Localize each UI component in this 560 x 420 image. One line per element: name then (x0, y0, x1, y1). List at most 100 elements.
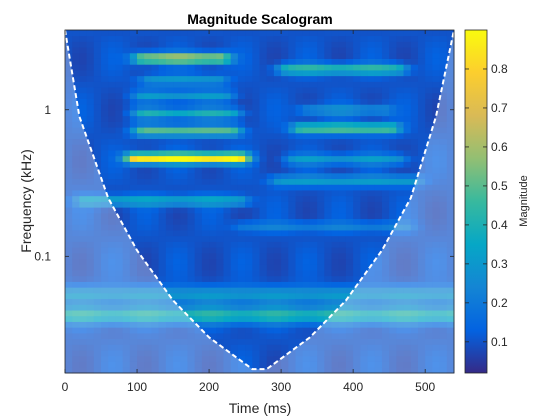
heatmap-cell (245, 115, 253, 122)
heatmap-cell (180, 270, 188, 277)
heatmap-cell (417, 315, 426, 322)
heatmap-cell (237, 298, 246, 305)
heatmap-cell (317, 41, 325, 48)
heatmap-cell (353, 230, 361, 237)
heatmap-cell (381, 367, 390, 374)
heatmap-cell (223, 87, 232, 94)
heatmap-cell (245, 212, 253, 220)
heatmap-cell (187, 138, 196, 145)
heatmap-cell (180, 241, 188, 248)
heatmap-cell (367, 41, 376, 48)
heatmap-cell (446, 327, 455, 334)
heatmap-cell (302, 161, 311, 168)
heatmap-cell (129, 58, 138, 65)
heatmap-cell (317, 338, 325, 345)
heatmap-cell (302, 258, 311, 265)
heatmap-cell (432, 58, 440, 65)
heatmap-cell (353, 235, 361, 242)
heatmap-cell (439, 270, 448, 277)
heatmap-cell (65, 58, 73, 65)
heatmap-cell (338, 367, 347, 374)
heatmap-cell (209, 264, 217, 271)
heatmap-cell (425, 207, 433, 214)
heatmap-cell (317, 207, 325, 214)
heatmap-cell (389, 224, 397, 231)
heatmap-cell (345, 98, 354, 105)
heatmap-cell (425, 58, 433, 65)
heatmap-cell (79, 110, 88, 117)
heatmap-cell (295, 75, 304, 82)
heatmap-cell (230, 98, 239, 105)
heatmap-cell (252, 321, 260, 328)
heatmap-cell (266, 224, 275, 231)
heatmap-cell (410, 115, 419, 122)
colorbar-tick-label: 0.2 (491, 296, 508, 310)
heatmap-cell (309, 361, 318, 368)
heatmap-cell (302, 207, 311, 214)
heatmap-cell (295, 172, 304, 180)
heatmap-cell (79, 190, 88, 197)
heatmap-cell (187, 70, 196, 77)
heatmap-cell (281, 258, 289, 265)
heatmap-cell (353, 110, 361, 117)
heatmap-cell (367, 138, 376, 145)
heatmap-cell (115, 167, 124, 174)
heatmap-cell (374, 247, 383, 254)
heatmap-cell (158, 230, 167, 237)
heatmap-cell (309, 144, 318, 151)
heatmap-cell (259, 98, 268, 105)
heatmap-cell (266, 110, 275, 117)
heatmap-cell (151, 298, 160, 305)
heatmap-cell (180, 344, 188, 351)
heatmap-cell (317, 230, 325, 237)
heatmap-cell (252, 52, 260, 59)
heatmap-cell (65, 35, 73, 42)
heatmap-cell (403, 98, 412, 105)
heatmap-cell (158, 92, 167, 99)
heatmap-cell (259, 167, 268, 174)
heatmap-cell (396, 350, 404, 357)
heatmap-cell (165, 361, 174, 368)
heatmap-cell (129, 92, 138, 99)
heatmap-cell (65, 361, 73, 368)
heatmap-cell (389, 172, 397, 180)
heatmap-cell (317, 30, 325, 37)
heatmap-cell (338, 304, 347, 311)
heatmap-cell (288, 92, 296, 99)
heatmap-cell (187, 144, 196, 151)
heatmap-cell (137, 201, 145, 208)
heatmap-cell (101, 310, 109, 317)
heatmap-cell (266, 235, 275, 242)
heatmap-cell (331, 87, 340, 94)
heatmap-cell (281, 161, 289, 168)
heatmap-cell (273, 355, 282, 362)
heatmap-cell (180, 327, 188, 334)
heatmap-cell (151, 81, 160, 88)
heatmap-cell (273, 87, 282, 94)
heatmap-cell (79, 81, 88, 88)
heatmap-cell (180, 207, 188, 214)
heatmap-cell (101, 144, 109, 151)
heatmap-cell (309, 247, 318, 254)
heatmap-cell (396, 70, 404, 77)
heatmap-cell (144, 252, 152, 260)
heatmap-cell (252, 41, 260, 48)
heatmap-cell (302, 304, 311, 311)
heatmap-cell (65, 161, 73, 168)
heatmap-cell (173, 321, 181, 328)
heatmap-cell (360, 161, 368, 168)
heatmap-cell (410, 315, 419, 322)
heatmap-cell (446, 201, 455, 208)
heatmap-cell (389, 230, 397, 237)
heatmap-cell (245, 338, 253, 345)
heatmap-cell (93, 121, 102, 128)
heatmap-cell (360, 155, 368, 162)
heatmap-cell (108, 47, 116, 54)
heatmap-cell (245, 195, 253, 202)
heatmap-cell (381, 81, 390, 88)
heatmap-cell (425, 190, 433, 197)
heatmap-cell (93, 115, 102, 122)
heatmap-cell (79, 150, 88, 157)
heatmap-cell (302, 332, 311, 340)
heatmap-cell (223, 110, 232, 117)
